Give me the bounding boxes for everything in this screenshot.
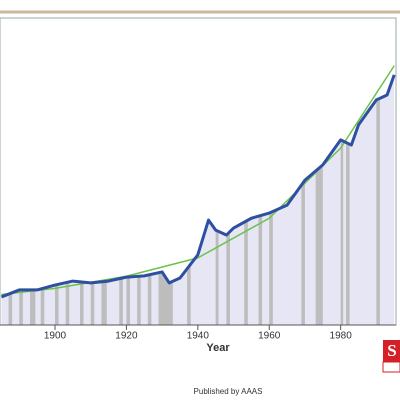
footer: Published by AAAS xyxy=(194,387,263,396)
logo-box xyxy=(383,340,400,362)
logo-lower xyxy=(382,361,400,373)
fit-curve xyxy=(1,65,395,296)
data-line xyxy=(0,74,396,299)
shaded-period xyxy=(340,74,344,325)
shaded-period xyxy=(301,74,305,325)
x-tick-label: 1900 xyxy=(44,331,67,342)
shaded-period xyxy=(376,74,380,325)
logo-text: S xyxy=(387,341,396,360)
x-tick-label: 1940 xyxy=(187,331,210,342)
shaded-period xyxy=(315,74,323,325)
x-tick-label: 1920 xyxy=(115,331,138,342)
x-axis-label: Year xyxy=(206,342,230,354)
x-tick-label: 1980 xyxy=(330,331,353,342)
shaded-period xyxy=(346,74,350,325)
area-fill xyxy=(1,74,395,326)
x-tick-label: 1960 xyxy=(258,331,281,342)
